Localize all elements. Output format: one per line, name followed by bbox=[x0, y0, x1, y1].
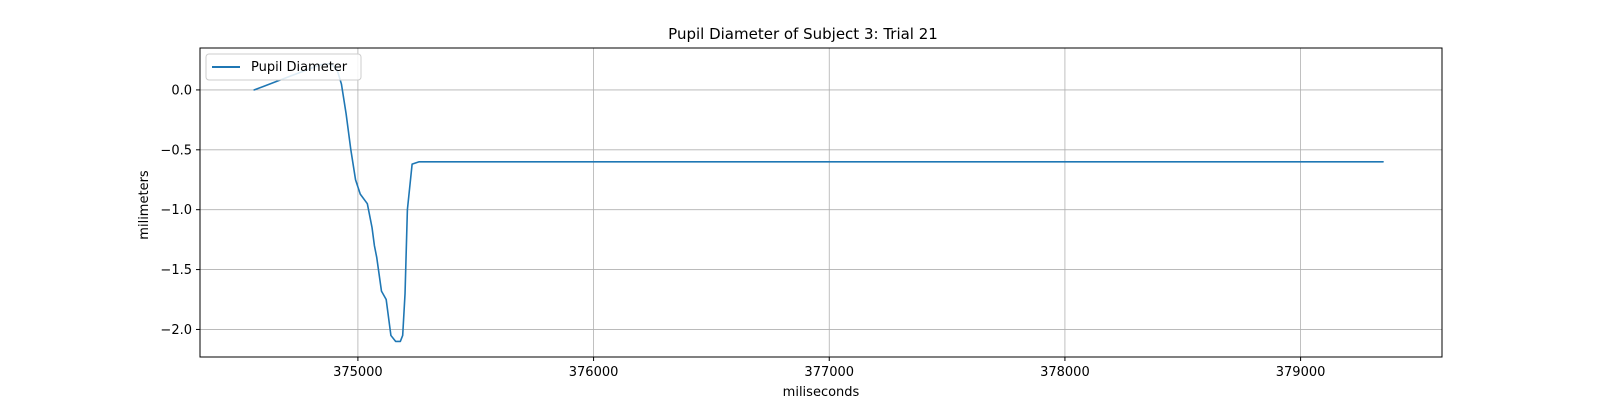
y-tick-label: 0.0 bbox=[171, 83, 192, 98]
series-layer bbox=[253, 62, 1384, 343]
x-axis-label: miliseconds bbox=[783, 385, 860, 400]
series-line-pupil-diameter bbox=[253, 62, 1384, 343]
grid-layer bbox=[200, 48, 1442, 357]
legend: Pupil Diameter bbox=[205, 53, 362, 81]
y-tick-label: −1.0 bbox=[160, 203, 192, 218]
y-tick-label: −1.5 bbox=[160, 263, 192, 278]
y-tick-label: −0.5 bbox=[160, 143, 192, 158]
chart-title: Pupil Diameter of Subject 3: Trial 21 bbox=[668, 25, 938, 43]
legend-box bbox=[205, 53, 362, 81]
x-tick-label: 377000 bbox=[804, 365, 854, 380]
legend-entry-pupil-diameter: Pupil Diameter bbox=[251, 60, 348, 75]
x-tick-label: 375000 bbox=[333, 365, 383, 380]
y-tick-layer: 0.0 −0.5 −1.0 −1.5 −2.0 bbox=[160, 83, 200, 338]
x-tick-label: 376000 bbox=[569, 365, 619, 380]
plot-frame bbox=[199, 47, 1443, 358]
y-axis-label: milimeters bbox=[137, 170, 152, 240]
y-tick-label: −2.0 bbox=[160, 323, 192, 338]
x-tick-label: 378000 bbox=[1040, 365, 1090, 380]
x-tick-layer: 375000 376000 377000 378000 379000 bbox=[333, 357, 1325, 380]
x-tick-label: 379000 bbox=[1276, 365, 1326, 380]
